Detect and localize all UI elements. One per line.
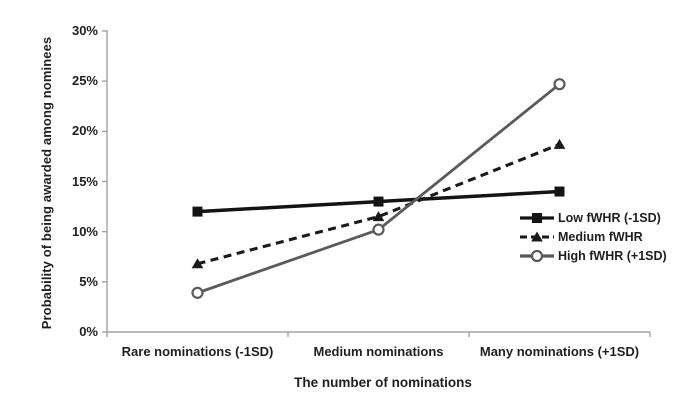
- triangle-marker-icon: [520, 231, 554, 242]
- y-tick-label: 15%: [71, 173, 98, 189]
- y-tick-label: 30%: [71, 23, 98, 38]
- legend-label: Medium fWHR: [558, 230, 643, 244]
- legend-item-high-fwhr-1sd: High fWHR (+1SD): [519, 248, 667, 264]
- square-marker-icon: [520, 213, 554, 223]
- x-axis-title: The number of nominations: [294, 375, 472, 390]
- legend-label: High fWHR (+1SD): [558, 249, 667, 263]
- y-tick-label: 25%: [71, 73, 98, 89]
- legend-label: Low fWHR (-1SD): [558, 211, 661, 225]
- y-tick-label: 0%: [79, 324, 98, 339]
- legend-item-low-fwhr-1sd: Low fWHR (-1SD): [519, 210, 667, 226]
- x-category-label: Many nominations (+1SD): [479, 344, 640, 359]
- y-tick-label: 5%: [79, 273, 98, 289]
- chart-legend: Low fWHR (-1SD) Medium fWHR High fWHR (+1S…: [519, 210, 667, 264]
- x-category-label: Medium nominations: [313, 344, 444, 359]
- y-tick-label: 10%: [71, 223, 98, 239]
- y-tick-label: 20%: [71, 123, 98, 139]
- x-category-label: Rare nominations (-1SD): [121, 344, 274, 359]
- circle-open-marker-icon: [520, 249, 554, 263]
- legend-item-medium-fwhr: Medium fWHR: [519, 229, 667, 245]
